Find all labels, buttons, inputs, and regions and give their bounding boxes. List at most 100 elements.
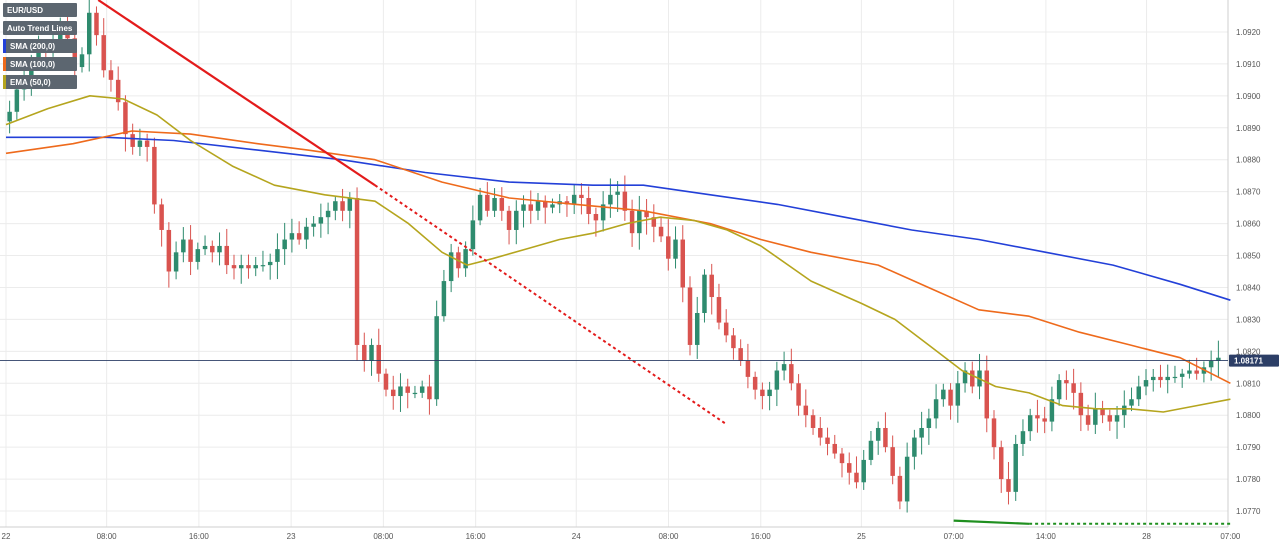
candle-body[interactable]: [1179, 373, 1185, 377]
candle-body[interactable]: [376, 344, 382, 374]
candle-body[interactable]: [1136, 386, 1142, 400]
candle-body[interactable]: [1006, 479, 1011, 492]
candle-body[interactable]: [702, 274, 707, 314]
candle-body[interactable]: [1027, 415, 1033, 432]
candle-body[interactable]: [115, 79, 121, 103]
candle-body[interactable]: [282, 239, 287, 250]
candle-body[interactable]: [347, 198, 353, 211]
candle-body[interactable]: [246, 265, 251, 269]
candle-body[interactable]: [1208, 360, 1214, 368]
candle-body[interactable]: [745, 360, 751, 377]
candle-body[interactable]: [615, 191, 620, 195]
candle-body[interactable]: [731, 335, 736, 349]
candle-body[interactable]: [528, 204, 534, 211]
candle-body[interactable]: [86, 12, 92, 55]
candle-body[interactable]: [890, 447, 895, 476]
candle-body[interactable]: [1194, 370, 1199, 374]
candle-body[interactable]: [1085, 415, 1091, 425]
candle-body[interactable]: [767, 389, 772, 397]
candle-body[interactable]: [781, 364, 787, 371]
candle-body[interactable]: [354, 198, 360, 345]
candle-body[interactable]: [101, 35, 106, 71]
candle-body[interactable]: [311, 223, 316, 227]
candle-body[interactable]: [868, 440, 874, 460]
candle-body[interactable]: [419, 386, 425, 393]
candle-body[interactable]: [137, 140, 143, 147]
candle-body[interactable]: [825, 437, 830, 444]
candle-body[interactable]: [448, 252, 454, 282]
candle-body[interactable]: [398, 386, 403, 397]
candle-body[interactable]: [470, 220, 476, 250]
candle-body[interactable]: [622, 191, 628, 211]
candle-body[interactable]: [941, 389, 946, 400]
candle-body[interactable]: [709, 274, 714, 298]
candle-body[interactable]: [499, 198, 505, 211]
candle-body[interactable]: [875, 427, 881, 441]
candle-body[interactable]: [318, 217, 324, 224]
candle-body[interactable]: [789, 364, 794, 384]
candle-body[interactable]: [774, 370, 780, 390]
candle-body[interactable]: [1042, 418, 1047, 422]
candle-body[interactable]: [173, 252, 179, 272]
candle-body[interactable]: [803, 405, 809, 416]
candle-body[interactable]: [108, 70, 114, 80]
candle-body[interactable]: [694, 313, 700, 345]
candle-body[interactable]: [514, 210, 519, 230]
candle-body[interactable]: [542, 201, 548, 208]
candle-body[interactable]: [7, 111, 12, 122]
candle-body[interactable]: [1165, 376, 1170, 381]
candle-body[interactable]: [535, 201, 541, 211]
candle-body[interactable]: [861, 459, 866, 483]
legend-item[interactable]: SMA (200,0): [3, 39, 78, 53]
legend-item[interactable]: Auto Trend Lines: [3, 21, 78, 35]
candle-body[interactable]: [1143, 380, 1149, 387]
candle-body[interactable]: [340, 201, 345, 211]
candle-body[interactable]: [217, 245, 222, 253]
candle-body[interactable]: [991, 418, 997, 448]
legend-item[interactable]: EMA (50,0): [3, 75, 78, 89]
candle-body[interactable]: [716, 297, 722, 323]
candle-body[interactable]: [1049, 399, 1055, 422]
candle-body[interactable]: [673, 239, 678, 259]
trend-line-dotted[interactable]: [374, 184, 728, 426]
candle-body[interactable]: [405, 386, 410, 393]
candle-body[interactable]: [1172, 376, 1178, 379]
candle-body[interactable]: [304, 226, 309, 240]
candle-body[interactable]: [600, 204, 606, 221]
candle-body[interactable]: [485, 194, 490, 211]
candle-body[interactable]: [666, 236, 671, 259]
candle-body[interactable]: [1187, 370, 1192, 374]
candle-body[interactable]: [362, 344, 367, 361]
candle-body[interactable]: [441, 281, 447, 317]
candle-body[interactable]: [390, 389, 396, 397]
trend-line-solid[interactable]: [97, 0, 376, 187]
candle-body[interactable]: [159, 204, 164, 230]
candle-body[interactable]: [130, 134, 135, 147]
candle-body[interactable]: [760, 389, 765, 397]
candle-body[interactable]: [1056, 380, 1062, 400]
candle-body[interactable]: [854, 472, 859, 483]
candle-body[interactable]: [434, 316, 439, 400]
candle-body[interactable]: [680, 239, 686, 288]
candle-body[interactable]: [883, 427, 888, 448]
candle-body[interactable]: [427, 386, 432, 400]
legend-item[interactable]: EUR/USD: [3, 3, 78, 17]
candle-body[interactable]: [94, 12, 99, 36]
candle-body[interactable]: [36, 47, 41, 61]
candle-body[interactable]: [897, 475, 903, 502]
candle-body[interactable]: [839, 453, 845, 464]
candle-body[interactable]: [752, 376, 758, 390]
candle-body[interactable]: [463, 249, 468, 269]
candle-body[interactable]: [723, 322, 729, 336]
candle-body[interactable]: [506, 210, 512, 230]
candle-body[interactable]: [550, 204, 555, 208]
candle-body[interactable]: [14, 89, 20, 112]
candle-body[interactable]: [181, 239, 186, 253]
candle-body[interactable]: [796, 383, 801, 406]
candle-body[interactable]: [210, 245, 215, 253]
candle-body[interactable]: [738, 348, 743, 361]
candle-body[interactable]: [1013, 443, 1018, 492]
candle-body[interactable]: [1064, 380, 1069, 384]
candle-body[interactable]: [1100, 408, 1105, 416]
